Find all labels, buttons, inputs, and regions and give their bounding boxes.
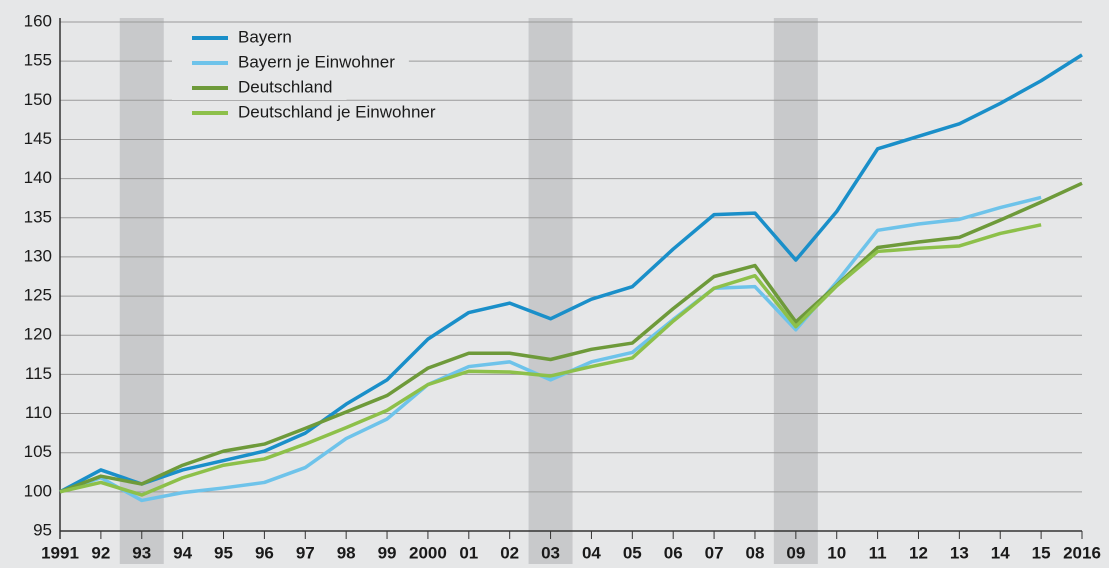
series-line <box>59 53 1083 494</box>
legend-label: Bayern <box>238 27 292 46</box>
series-line <box>59 181 1083 494</box>
legend: Bayern Bayern je Einwohner Deutschland Deut… <box>172 26 450 125</box>
series-line <box>59 195 1042 503</box>
shaded-band <box>773 18 818 564</box>
y-tick-label: 120 <box>24 325 52 344</box>
x-tick-label: 97 <box>296 543 315 562</box>
legend-label: Bayern je Einwohner <box>238 52 395 71</box>
legend-label: Deutschland <box>238 77 333 96</box>
x-tick-label: 2000 <box>409 543 447 562</box>
y-tick-label: 135 <box>24 207 52 226</box>
x-tick-label: 99 <box>378 543 397 562</box>
y-tick-label: 160 <box>24 11 52 30</box>
y-tick-label: 150 <box>24 90 52 109</box>
x-tick-label: 1991 <box>41 543 79 562</box>
x-tick-label: 02 <box>500 543 519 562</box>
x-tick-label: 98 <box>337 543 356 562</box>
x-tick-label: 09 <box>786 543 805 562</box>
x-tick-label: 06 <box>664 543 683 562</box>
y-tick-label: 110 <box>25 403 52 422</box>
x-tick-label: 10 <box>827 543 846 562</box>
x-tick-label: 94 <box>173 543 192 562</box>
x-tick-label: 07 <box>705 543 724 562</box>
y-tick-label: 130 <box>24 246 52 265</box>
y-tick-label: 115 <box>25 364 52 383</box>
legend-label: Deutschland je Einwohner <box>238 102 436 121</box>
x-tick-label: 12 <box>909 543 928 562</box>
series-line <box>59 223 1042 497</box>
y-tick-label: 100 <box>24 481 52 500</box>
x-tick-label: 04 <box>582 543 601 562</box>
x-tick-label: 13 <box>950 543 969 562</box>
x-tick-label: 15 <box>1032 543 1051 562</box>
x-tick-label: 93 <box>132 543 151 562</box>
x-tick-label: 08 <box>745 543 764 562</box>
x-tick-label: 96 <box>255 543 274 562</box>
x-tick-label: 2016 <box>1063 543 1101 562</box>
y-tick-label: 155 <box>24 51 52 70</box>
x-tick-label: 01 <box>459 543 478 562</box>
shaded-band <box>119 18 164 564</box>
x-tick-label: 14 <box>991 543 1010 562</box>
shaded-band <box>528 18 573 564</box>
x-tick-label: 95 <box>214 543 233 562</box>
y-tick-label: 125 <box>24 286 52 305</box>
y-tick-label: 145 <box>24 129 52 148</box>
y-tick-label: 95 <box>33 520 52 539</box>
x-tick-label: 92 <box>91 543 110 562</box>
x-tick-label: 05 <box>623 543 642 562</box>
x-tick-label: 11 <box>869 543 887 562</box>
x-tick-label: 03 <box>541 543 560 562</box>
y-tick-label: 140 <box>24 168 52 187</box>
y-tick-label: 105 <box>24 442 52 461</box>
